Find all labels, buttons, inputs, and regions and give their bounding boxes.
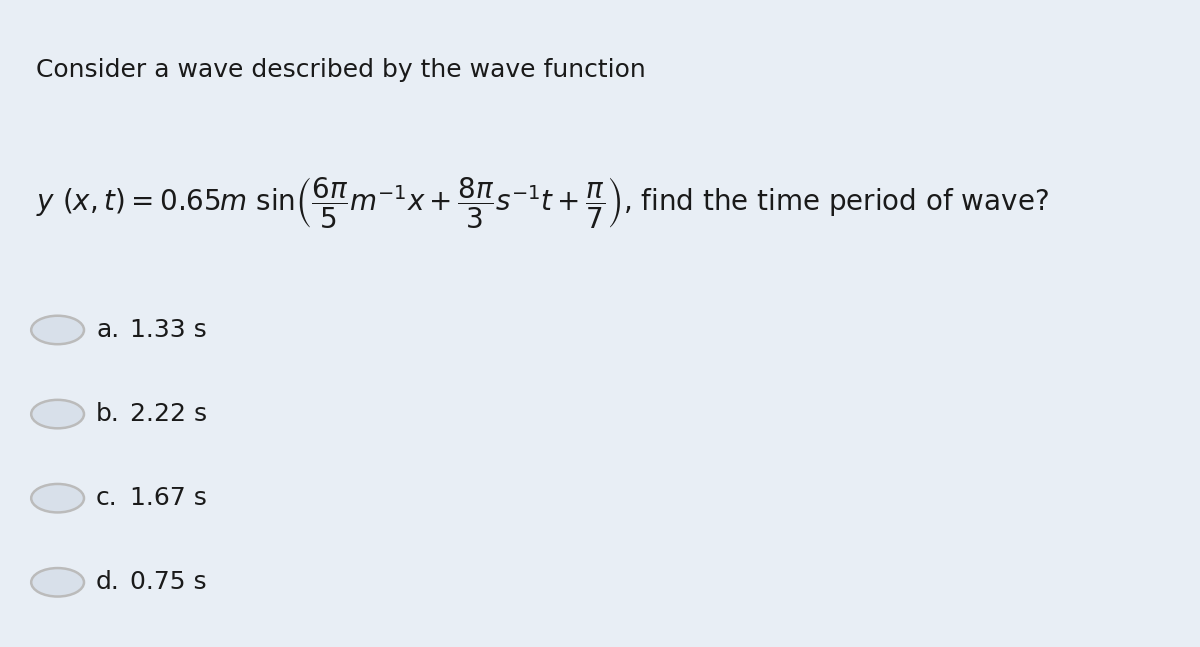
Text: d.: d. [96, 570, 120, 595]
Circle shape [31, 484, 84, 512]
Circle shape [31, 400, 84, 428]
Text: 2.22 s: 2.22 s [130, 402, 206, 426]
Circle shape [31, 316, 84, 344]
Text: c.: c. [96, 486, 118, 510]
Circle shape [31, 568, 84, 597]
Text: 0.75 s: 0.75 s [130, 570, 206, 595]
Text: Consider a wave described by the wave function: Consider a wave described by the wave fu… [36, 58, 646, 82]
Text: 1.67 s: 1.67 s [130, 486, 206, 510]
Text: $y\ (x,t) = 0.65m\ \sin\!\left(\dfrac{6\pi}{5}m^{-1}x + \dfrac{8\pi}{3}s^{-1}t +: $y\ (x,t) = 0.65m\ \sin\!\left(\dfrac{6\… [36, 175, 1049, 230]
Text: a.: a. [96, 318, 119, 342]
Text: 1.33 s: 1.33 s [130, 318, 206, 342]
Text: b.: b. [96, 402, 120, 426]
